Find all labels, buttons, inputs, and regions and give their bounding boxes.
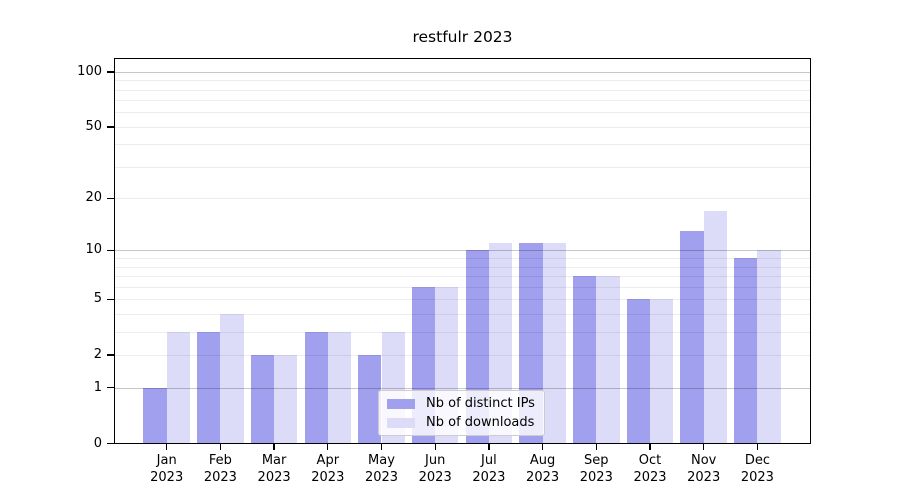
y-tick-mark [107,71,114,73]
x-tick-label: Jan 2023 [150,452,184,485]
y-tick-label: 10 [85,242,102,258]
chart-title: restfulr 2023 [412,28,513,46]
x-tick-label: Aug 2023 [526,452,560,485]
legend-item-downloads: Nb of downloads [387,414,535,431]
legend-item-distinct-ips: Nb of distinct IPs [387,395,535,412]
bar-nb-of-distinct-ips [734,258,758,444]
gridline-minor [114,198,811,200]
gridline-minor [114,331,811,333]
gridline-minor [114,286,811,288]
bar-nb-of-downloads [596,276,620,444]
gridline-minor [114,126,811,128]
bar-nb-of-distinct-ips [143,387,167,444]
bar-nb-of-distinct-ips [680,231,704,444]
y-tick-mark [107,126,114,128]
gridline-minor [114,313,811,315]
y-tick-mark [107,197,114,200]
x-tick-label: Feb 2023 [203,452,237,485]
gridline-minor [114,355,811,357]
gridline-minor [114,112,811,114]
y-tick-label: 100 [77,63,102,79]
gridline-major [114,250,811,252]
y-tick-mark [107,354,114,356]
gridline-major [114,71,811,73]
gridline-minor [114,266,811,268]
x-tick-mark [649,443,651,450]
gridline-minor [114,89,811,91]
bar-nb-of-downloads [220,313,244,444]
y-tick-mark [107,386,114,389]
bar-nb-of-downloads [542,243,566,444]
legend: Nb of distinct IPs Nb of downloads [378,390,545,436]
gridline-minor [114,144,811,146]
gridline-major [114,387,811,389]
x-tick-mark [380,443,383,450]
x-tick-mark [166,443,168,450]
bar-nb-of-downloads [327,331,352,444]
x-tick-label: Jun 2023 [418,452,452,485]
bar-nb-of-distinct-ips [197,331,221,444]
x-tick-label: May 2023 [364,452,399,485]
legend-label-downloads: Nb of downloads [426,415,535,430]
x-tick-label: Mar 2023 [257,452,291,485]
x-tick-mark [488,443,490,450]
y-tick-label: 20 [85,190,102,206]
x-tick-mark [541,443,544,450]
gridline-minor [114,100,811,102]
x-tick-label: Apr 2023 [311,452,345,485]
x-tick-mark [219,443,222,450]
x-tick-label: Nov 2023 [687,452,721,485]
gridline-minor [114,166,811,168]
y-tick-mark [107,442,114,445]
legend-swatch-downloads [387,417,415,428]
y-tick-label: 5 [93,291,102,307]
gridline-minor [114,276,811,278]
x-tick-mark [273,443,275,450]
x-tick-label: Oct 2023 [633,452,667,485]
legend-swatch-distinct-ips [387,398,415,409]
y-tick-label: 2 [93,347,102,363]
y-tick-label: 50 [85,118,102,134]
gridline-minor [114,80,811,82]
bar-nb-of-distinct-ips [626,299,650,444]
y-tick-mark [107,298,114,300]
bar-nb-of-downloads [274,355,298,444]
bar-nb-of-downloads [650,299,674,444]
bar-nb-of-downloads [703,210,727,444]
y-tick-label: 0 [93,435,102,451]
y-tick-label: 1 [93,379,102,395]
legend-label-distinct-ips: Nb of distinct IPs [426,396,535,411]
y-tick-mark [107,249,114,252]
x-tick-mark [595,443,597,450]
x-tick-mark [327,443,329,450]
x-tick-mark [703,443,705,450]
x-tick-label: Dec 2023 [740,452,774,485]
plot-area: Nb of distinct IPs Nb of downloads 0 1 2 5 1… [77,58,811,485]
bar-nb-of-distinct-ips [304,331,328,444]
bar-nb-of-distinct-ips [250,355,275,444]
x-tick-label: Jul 2023 [472,452,506,485]
bar-nb-of-downloads [166,331,190,444]
x-tick-mark [434,443,436,450]
gridline-minor [114,258,811,260]
bar-nb-of-distinct-ips [573,276,597,444]
bar-nb-of-downloads [757,250,781,444]
x-tick-mark [756,443,759,450]
bar-nb-of-distinct-ips [358,355,382,444]
x-tick-label: Sep 2023 [579,452,613,485]
gridline-minor [114,299,811,301]
